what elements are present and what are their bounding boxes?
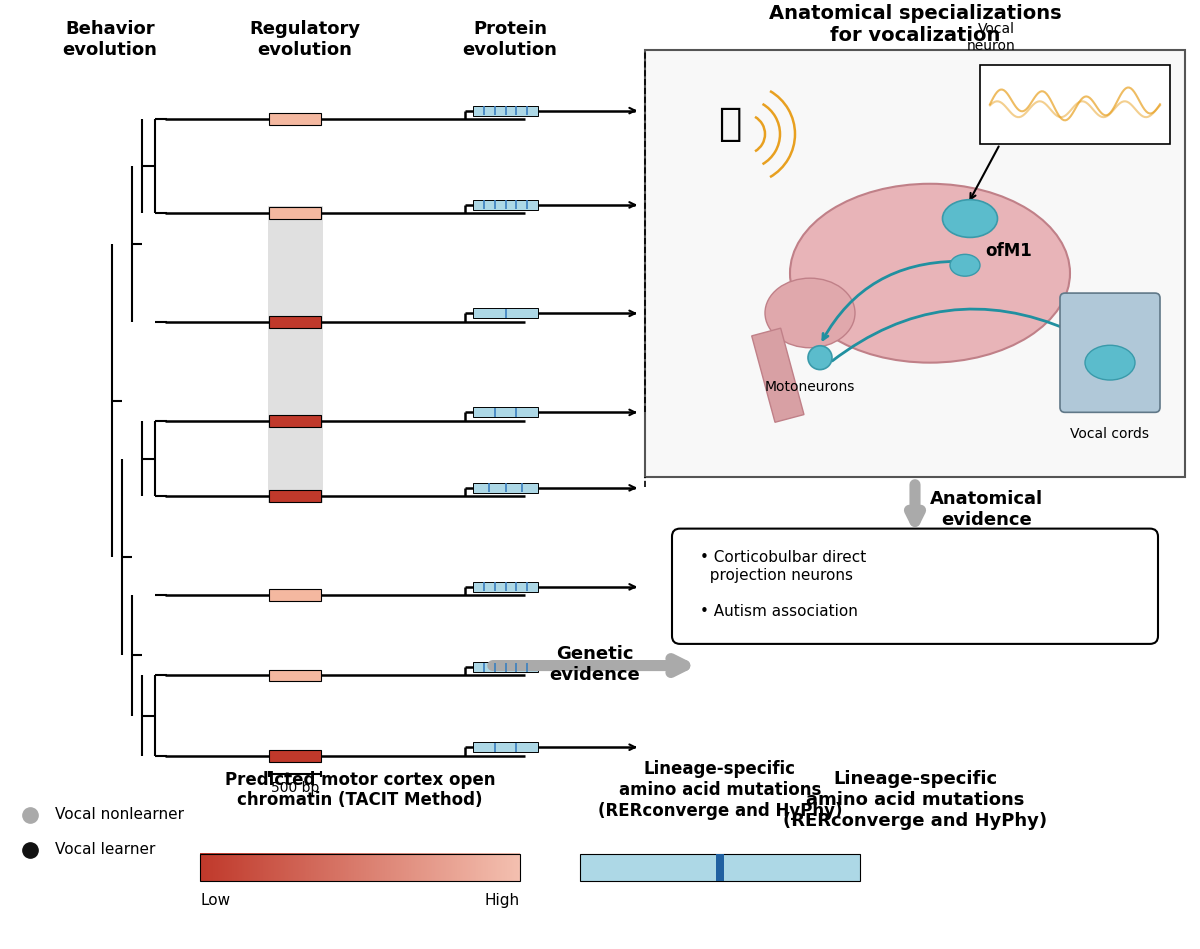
- Bar: [269, 316, 322, 327]
- Text: High: High: [485, 893, 520, 908]
- Bar: [269, 208, 322, 219]
- FancyBboxPatch shape: [646, 49, 1186, 477]
- Bar: [473, 483, 538, 493]
- Ellipse shape: [790, 184, 1070, 363]
- Bar: [269, 750, 322, 762]
- Ellipse shape: [942, 199, 997, 237]
- Text: Vocal
neuron: Vocal neuron: [966, 23, 1015, 52]
- Text: Genetic
evidence: Genetic evidence: [550, 645, 641, 684]
- Text: Anatomical specializations
for vocalization: Anatomical specializations for vocalizat…: [769, 4, 1061, 46]
- Bar: [269, 589, 322, 602]
- FancyBboxPatch shape: [672, 529, 1158, 644]
- FancyBboxPatch shape: [1060, 293, 1160, 412]
- Text: 🦇: 🦇: [719, 105, 742, 143]
- Text: Lineage-specific
amino acid mutations
(RERconverge and HyPhy): Lineage-specific amino acid mutations (R…: [782, 771, 1048, 829]
- Text: Motoneurons: Motoneurons: [764, 380, 856, 394]
- Text: Vocal nonlearner: Vocal nonlearner: [55, 808, 184, 823]
- Bar: [269, 491, 322, 502]
- Text: Vocal learner: Vocal learner: [55, 842, 155, 857]
- Bar: [473, 407, 538, 418]
- Text: • Corticobulbar direct
  projection neurons: • Corticobulbar direct projection neuron…: [700, 550, 866, 583]
- Ellipse shape: [950, 254, 980, 276]
- Bar: [269, 113, 322, 125]
- Ellipse shape: [766, 278, 856, 347]
- Bar: [751, 328, 804, 422]
- Text: Low: Low: [200, 893, 230, 908]
- Bar: [269, 415, 322, 427]
- Bar: [716, 853, 724, 882]
- Text: Behavior
evolution: Behavior evolution: [62, 20, 157, 59]
- Circle shape: [808, 345, 832, 369]
- FancyBboxPatch shape: [980, 65, 1170, 144]
- Bar: [269, 670, 322, 681]
- Text: Anatomical
evidence: Anatomical evidence: [930, 490, 1043, 529]
- Bar: [473, 742, 538, 753]
- Bar: [200, 853, 520, 882]
- Bar: [473, 105, 538, 116]
- Text: • Autism association: • Autism association: [700, 604, 858, 619]
- Text: ofM1: ofM1: [985, 242, 1032, 260]
- Bar: [473, 200, 538, 210]
- Ellipse shape: [1085, 345, 1135, 380]
- Text: Regulatory
evolution: Regulatory evolution: [250, 20, 360, 59]
- Text: 500 bp: 500 bp: [271, 780, 319, 794]
- Bar: [473, 662, 538, 672]
- Text: Predicted motor cortex open
chromatin (TACIT Method): Predicted motor cortex open chromatin (T…: [224, 771, 496, 809]
- Bar: [580, 853, 860, 882]
- Text: Protein
evolution: Protein evolution: [462, 20, 558, 59]
- Text: Vocal cords: Vocal cords: [1070, 427, 1150, 441]
- Bar: [473, 308, 538, 318]
- Text: Lineage-specific
amino acid mutations
(RERconverge and HyPhy): Lineage-specific amino acid mutations (R…: [598, 760, 842, 820]
- Bar: [473, 582, 538, 592]
- Polygon shape: [268, 206, 323, 503]
